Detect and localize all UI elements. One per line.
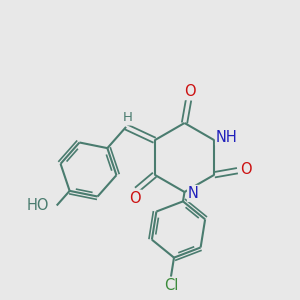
Text: O: O <box>184 84 196 99</box>
Text: O: O <box>240 162 252 177</box>
Text: N: N <box>188 186 199 201</box>
Text: Cl: Cl <box>164 278 178 293</box>
Text: HO: HO <box>27 198 49 213</box>
Text: NH: NH <box>216 130 238 145</box>
Text: H: H <box>122 111 132 124</box>
Text: O: O <box>129 191 141 206</box>
